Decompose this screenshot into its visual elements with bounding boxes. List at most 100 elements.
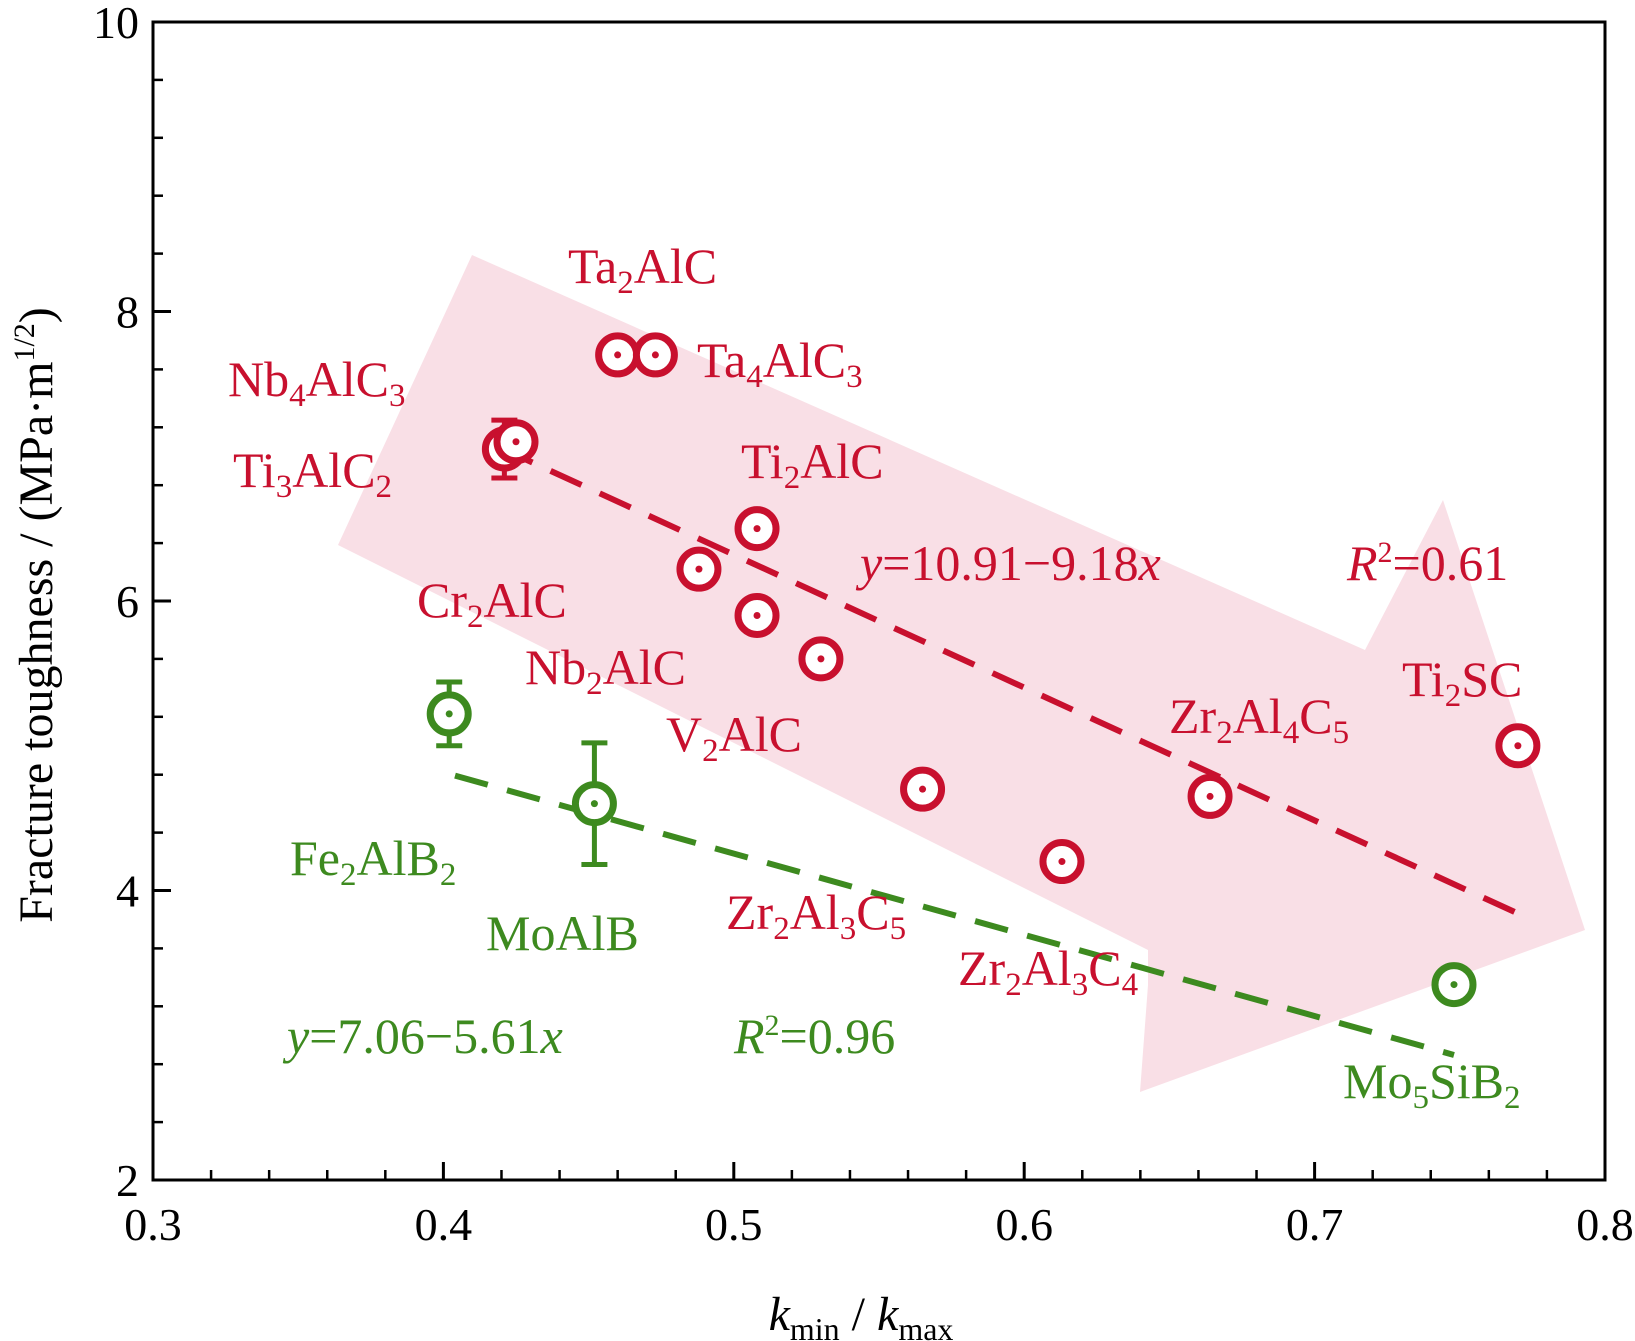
- x-tick-label: 0.6: [995, 1199, 1053, 1250]
- label-subscript: 2: [1005, 967, 1022, 1003]
- x-axis-title: kmin / kmax: [769, 1288, 954, 1341]
- data-point-center: [1206, 792, 1214, 800]
- label-text: MoAlB: [486, 905, 639, 961]
- red-fit-line: [500, 445, 1520, 917]
- label-subscript: 2: [340, 857, 357, 893]
- label-text: AlC: [763, 332, 846, 388]
- trend-arrow: [338, 255, 1585, 1092]
- data-point-center: [817, 655, 825, 663]
- label-text: Ta: [697, 332, 746, 388]
- label-subscript: 2: [586, 666, 603, 702]
- data-label: Nb4AlC3: [228, 351, 405, 414]
- label-subscript: 2: [440, 857, 457, 893]
- label-text: Ti: [233, 442, 276, 498]
- label-subscript: 2: [784, 460, 801, 496]
- data-label: MoAlB: [486, 905, 639, 961]
- label-subscript: 5: [1333, 715, 1350, 751]
- data-point-center: [753, 611, 761, 619]
- label-subscript: 2: [617, 265, 634, 301]
- label-subscript: 5: [1412, 1080, 1429, 1116]
- y-tick-label: 8: [116, 287, 139, 338]
- data-point-center: [1514, 742, 1522, 750]
- data-point-center: [753, 525, 761, 533]
- data-point-layer: [426, 332, 1541, 1008]
- label-subscript: 2: [376, 469, 393, 505]
- label-text: C: [1088, 940, 1121, 996]
- red-fit-equation: y=10.91−9.18x: [855, 535, 1161, 591]
- label-text: AlC: [800, 433, 883, 489]
- label-subscript: 4: [1122, 967, 1139, 1003]
- data-point-center: [651, 351, 659, 359]
- label-subscript: 4: [289, 378, 306, 414]
- data-point-center: [919, 785, 927, 793]
- x-tick-label: 0.3: [124, 1199, 182, 1250]
- label-subscript: 3: [1072, 967, 1089, 1003]
- label-text: Al: [1022, 940, 1072, 996]
- label-text: AlC: [292, 442, 375, 498]
- label-text: SiB: [1429, 1053, 1504, 1109]
- label-subscript: 3: [840, 911, 857, 947]
- data-point-center: [590, 800, 598, 808]
- label-subscript: 4: [746, 359, 763, 395]
- label-text: Ti: [1402, 651, 1445, 707]
- label-text: Al: [1233, 688, 1283, 744]
- x-tick-label: 0.8: [1576, 1199, 1634, 1250]
- label-text: C: [1299, 688, 1332, 744]
- y-tick-label: 10: [93, 0, 139, 48]
- label-subscript: 3: [276, 469, 293, 505]
- data-label: Ti3AlC2: [233, 442, 392, 505]
- label-text: AlC: [306, 351, 389, 407]
- y-tick-label: 2: [116, 1155, 139, 1206]
- data-point-center: [512, 438, 520, 446]
- label-text: Zr: [958, 940, 1006, 996]
- x-tick-label: 0.4: [415, 1199, 473, 1250]
- label-text: Zr: [726, 884, 774, 940]
- data-label: Cr2AlC: [417, 572, 567, 635]
- label-text: V: [666, 706, 702, 762]
- x-tick-label: 0.7: [1286, 1199, 1344, 1250]
- data-point-center: [1450, 981, 1458, 989]
- label-text: AlC: [484, 572, 567, 628]
- data-label: Nb2AlC: [525, 639, 686, 702]
- data-label: Ta4AlC3: [697, 332, 863, 395]
- data-label: Zr2Al4C5: [1169, 688, 1349, 751]
- fit-line-layer: [454, 445, 1520, 1058]
- label-subscript: 2: [773, 911, 790, 947]
- label-subscript: 2: [467, 599, 484, 635]
- label-text: AlC: [603, 639, 686, 695]
- trend-arrow-layer: [338, 255, 1585, 1092]
- data-label: Mo5SiB2: [1343, 1053, 1521, 1116]
- data-label: V2AlC: [666, 706, 802, 769]
- red-r2-value: R2=0.61: [1346, 535, 1508, 591]
- label-text: SC: [1461, 651, 1522, 707]
- data-label: Ta2AlC: [568, 238, 717, 301]
- green-fit-line: [454, 772, 1455, 1058]
- y-tick-label: 6: [116, 576, 139, 627]
- label-subscript: 2: [1216, 715, 1233, 751]
- label-subscript: 3: [389, 378, 406, 414]
- label-text: Nb: [525, 639, 586, 695]
- label-text: Cr: [417, 572, 467, 628]
- label-subscript: 2: [1504, 1080, 1521, 1116]
- data-label: Zr2Al3C5: [726, 884, 906, 947]
- label-text: Al: [790, 884, 840, 940]
- label-text: AlC: [634, 238, 717, 294]
- label-subscript: 5: [890, 911, 907, 947]
- label-text: AlB: [357, 830, 440, 886]
- green-r2-value: R2=0.96: [733, 1008, 895, 1064]
- green-fit-equation: y=7.06−5.61x: [282, 1008, 563, 1064]
- y-axis-title: Fracture toughness / (MPa·m1/2): [8, 307, 63, 923]
- label-subscript: 2: [702, 733, 719, 769]
- data-label: Zr2Al3C4: [958, 940, 1138, 1003]
- data-label: Ti2AlC: [741, 433, 884, 496]
- data-point-center: [1058, 858, 1066, 866]
- data-label: Fe2AlB2: [290, 830, 456, 893]
- label-subscript: 2: [1445, 678, 1462, 714]
- data-label: Ti2SC: [1402, 651, 1522, 714]
- label-text: C: [856, 884, 889, 940]
- data-point-center: [695, 565, 703, 573]
- label-text: Nb: [228, 351, 289, 407]
- y-tick-label: 4: [116, 866, 139, 917]
